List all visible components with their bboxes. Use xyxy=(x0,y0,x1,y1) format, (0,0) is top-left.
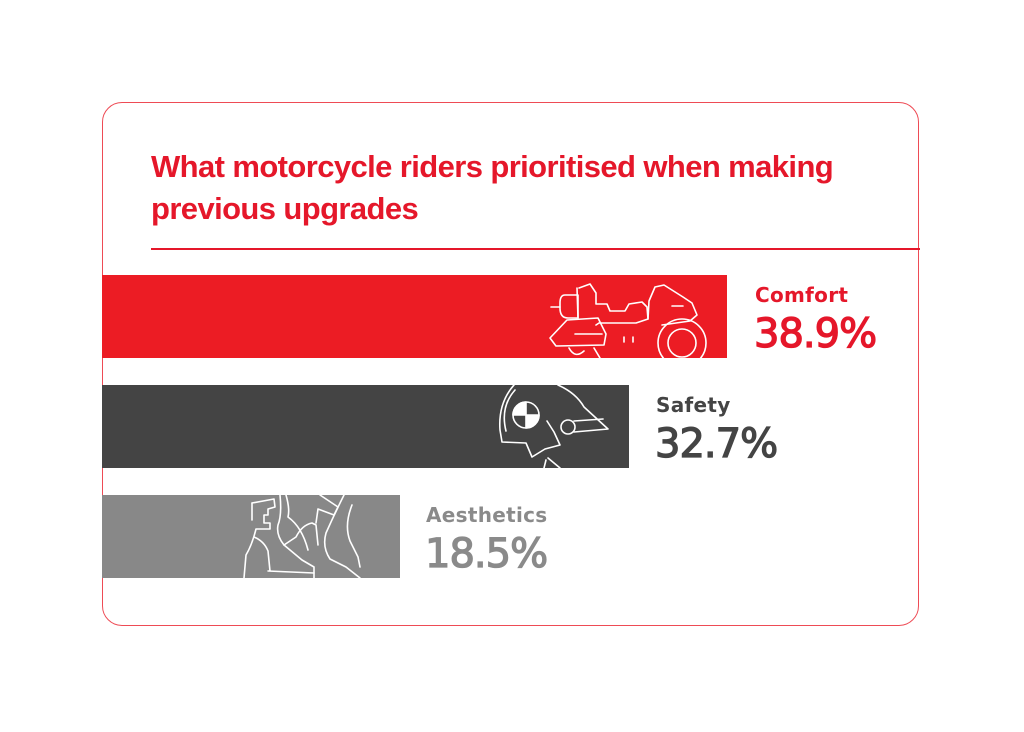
title-divider xyxy=(151,248,920,250)
chart-title: What motorcycle riders prioritised when … xyxy=(151,149,834,226)
chart-card xyxy=(102,102,919,626)
value-safety: 32.7% xyxy=(654,421,778,467)
label-comfort: Comfort xyxy=(755,283,849,307)
boots-icon xyxy=(243,495,361,578)
value-aesthetics: 18.5% xyxy=(424,531,548,577)
value-comfort: 38.9% xyxy=(753,311,877,357)
bar-comfort xyxy=(102,275,727,358)
bar-aesthetics xyxy=(102,495,400,578)
label-aesthetics: Aesthetics xyxy=(426,503,548,527)
bar-safety xyxy=(102,385,629,468)
helmet-icon xyxy=(498,385,609,468)
label-safety: Safety xyxy=(656,393,731,417)
motorcycle-icon xyxy=(549,283,707,358)
